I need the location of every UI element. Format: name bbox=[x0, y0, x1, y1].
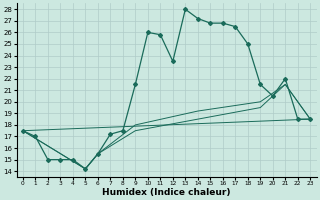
X-axis label: Humidex (Indice chaleur): Humidex (Indice chaleur) bbox=[102, 188, 231, 197]
